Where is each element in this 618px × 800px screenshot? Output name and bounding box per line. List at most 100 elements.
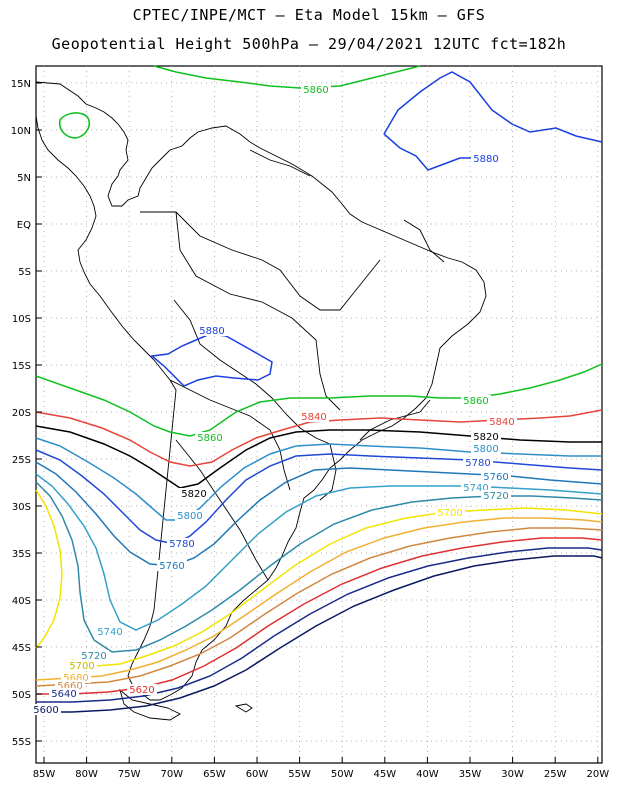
- contour-label: 5800: [175, 510, 205, 522]
- contour-label: 5780: [463, 457, 493, 469]
- lon-tick-label: 45W: [373, 769, 396, 780]
- contour-label: 5780: [167, 538, 197, 550]
- lat-tick-label: 25S: [12, 455, 31, 466]
- map-title-line2: Geopotential Height 500hPa – 29/04/2021 …: [51, 35, 567, 53]
- contour-label: 5820: [179, 488, 209, 500]
- contour-label-text: 5780: [169, 539, 194, 550]
- coastlines: [35, 81, 487, 721]
- contour-label-text: 5600: [33, 705, 58, 716]
- contour-5880-inland: [150, 333, 273, 387]
- contour-label: 5660: [55, 680, 85, 692]
- lat-tick-label: 15S: [12, 361, 31, 372]
- contour-label-text: 5800: [473, 444, 498, 455]
- lon-tick-label: 80W: [75, 769, 98, 780]
- contour-label-text: 5700: [69, 661, 94, 672]
- contour-label-text: 5860: [303, 85, 328, 96]
- contour-label: 5720: [79, 650, 109, 662]
- contour-5620: [36, 547, 603, 703]
- contour-label: 5820: [471, 431, 501, 443]
- contour-label-text: 5740: [463, 483, 488, 494]
- contour-label-text: 5860: [463, 396, 488, 407]
- contour-label-text: 5820: [181, 489, 206, 500]
- lon-tick-label: 20W: [586, 769, 609, 780]
- contour-5800: [35, 437, 602, 521]
- contour-5600: [36, 555, 603, 713]
- contour-label-text: 5700: [437, 508, 462, 519]
- contour-label-text: 5660: [57, 681, 82, 692]
- contour-label: 5640: [49, 688, 79, 700]
- contour-label-text: 5720: [483, 491, 508, 502]
- contour-label-text: 5760: [483, 472, 508, 483]
- contour-label: 5760: [481, 471, 511, 483]
- lat-tick-label: 10N: [11, 126, 31, 137]
- lon-tick-label: 70W: [160, 769, 183, 780]
- contour-label-text: 5720: [81, 651, 106, 662]
- contour-label-text: 5620: [129, 685, 154, 696]
- contour-label-text: 5880: [473, 154, 498, 165]
- lat-tick-label: EQ: [17, 220, 31, 231]
- lon-tick-label: 55W: [288, 769, 311, 780]
- contour-label-text: 5880: [199, 326, 224, 337]
- map-title-line1: CPTEC/INPE/MCT – Eta Model 15km – GFS: [132, 6, 486, 24]
- contour-5880-north: [383, 71, 603, 143]
- contour-label-text: 5740: [97, 627, 122, 638]
- lon-tick-label: 65W: [203, 769, 226, 780]
- contour-label: 5860: [461, 395, 491, 407]
- contour-5720: [35, 481, 603, 653]
- lon-tick-label: 30W: [501, 769, 524, 780]
- contour-label: 5740: [95, 626, 125, 638]
- contour-label: 5740: [461, 482, 491, 494]
- lat-tick-label: 45S: [12, 643, 31, 654]
- contour-5680: [35, 517, 603, 681]
- lon-tick-label: 25W: [544, 769, 567, 780]
- contour-label-text: 5760: [159, 561, 184, 572]
- contour-label: 5720: [481, 490, 511, 502]
- lon-tick-label: 75W: [118, 769, 141, 780]
- contour-label-text: 5800: [177, 511, 202, 522]
- contour-label: 5700: [435, 507, 465, 519]
- axis-ticks: 15N10N5NEQ5S10S15S20S25S30S35S40S45S50S5…: [11, 79, 609, 780]
- contour-label-text: 5820: [473, 432, 498, 443]
- contour-5780: [35, 449, 603, 545]
- contour-label-text: 5680: [63, 673, 88, 684]
- contour-label: 5880: [471, 153, 501, 165]
- contour-5660: [35, 527, 603, 687]
- lat-tick-label: 5N: [17, 173, 31, 184]
- contour-lines: [35, 65, 603, 713]
- lon-tick-label: 60W: [246, 769, 269, 780]
- contour-label: 5860: [195, 432, 225, 444]
- contour-label: 5600: [31, 704, 61, 716]
- lat-tick-label: 20S: [12, 408, 31, 419]
- lon-tick-label: 50W: [331, 769, 354, 780]
- contour-label: 5840: [487, 416, 517, 428]
- lat-tick-label: 10S: [12, 314, 31, 325]
- lat-tick-label: 30S: [12, 502, 31, 513]
- contour-label: 5880: [197, 325, 227, 337]
- contour-5860-south: [35, 363, 603, 437]
- lat-tick-label: 40S: [12, 596, 31, 607]
- contour-5760: [35, 461, 603, 567]
- contour-5820: [35, 425, 602, 489]
- contour-label: 5620: [127, 684, 157, 696]
- contour-label-text: 5780: [465, 458, 490, 469]
- lon-tick-label: 85W: [33, 769, 56, 780]
- contour-label: 5800: [471, 443, 501, 455]
- contour-label: 5680: [61, 672, 91, 684]
- contour-label: 5860: [301, 84, 331, 96]
- contour-label-text: 5840: [301, 412, 326, 423]
- lat-tick-label: 55S: [12, 737, 31, 748]
- lat-tick-label: 50S: [12, 690, 31, 701]
- lat-tick-label: 5S: [18, 267, 31, 278]
- contour-label: 5840: [299, 411, 329, 423]
- contour-5700: [35, 489, 603, 667]
- contour-5860-north: [153, 65, 421, 89]
- lat-tick-label: 15N: [11, 79, 31, 90]
- contour-label-text: 5840: [489, 417, 514, 428]
- contour-label: 5700: [67, 660, 97, 672]
- contour-5740: [35, 473, 603, 631]
- contour-label-text: 5860: [197, 433, 222, 444]
- contour-label: 5760: [157, 560, 187, 572]
- lat-tick-label: 35S: [12, 549, 31, 560]
